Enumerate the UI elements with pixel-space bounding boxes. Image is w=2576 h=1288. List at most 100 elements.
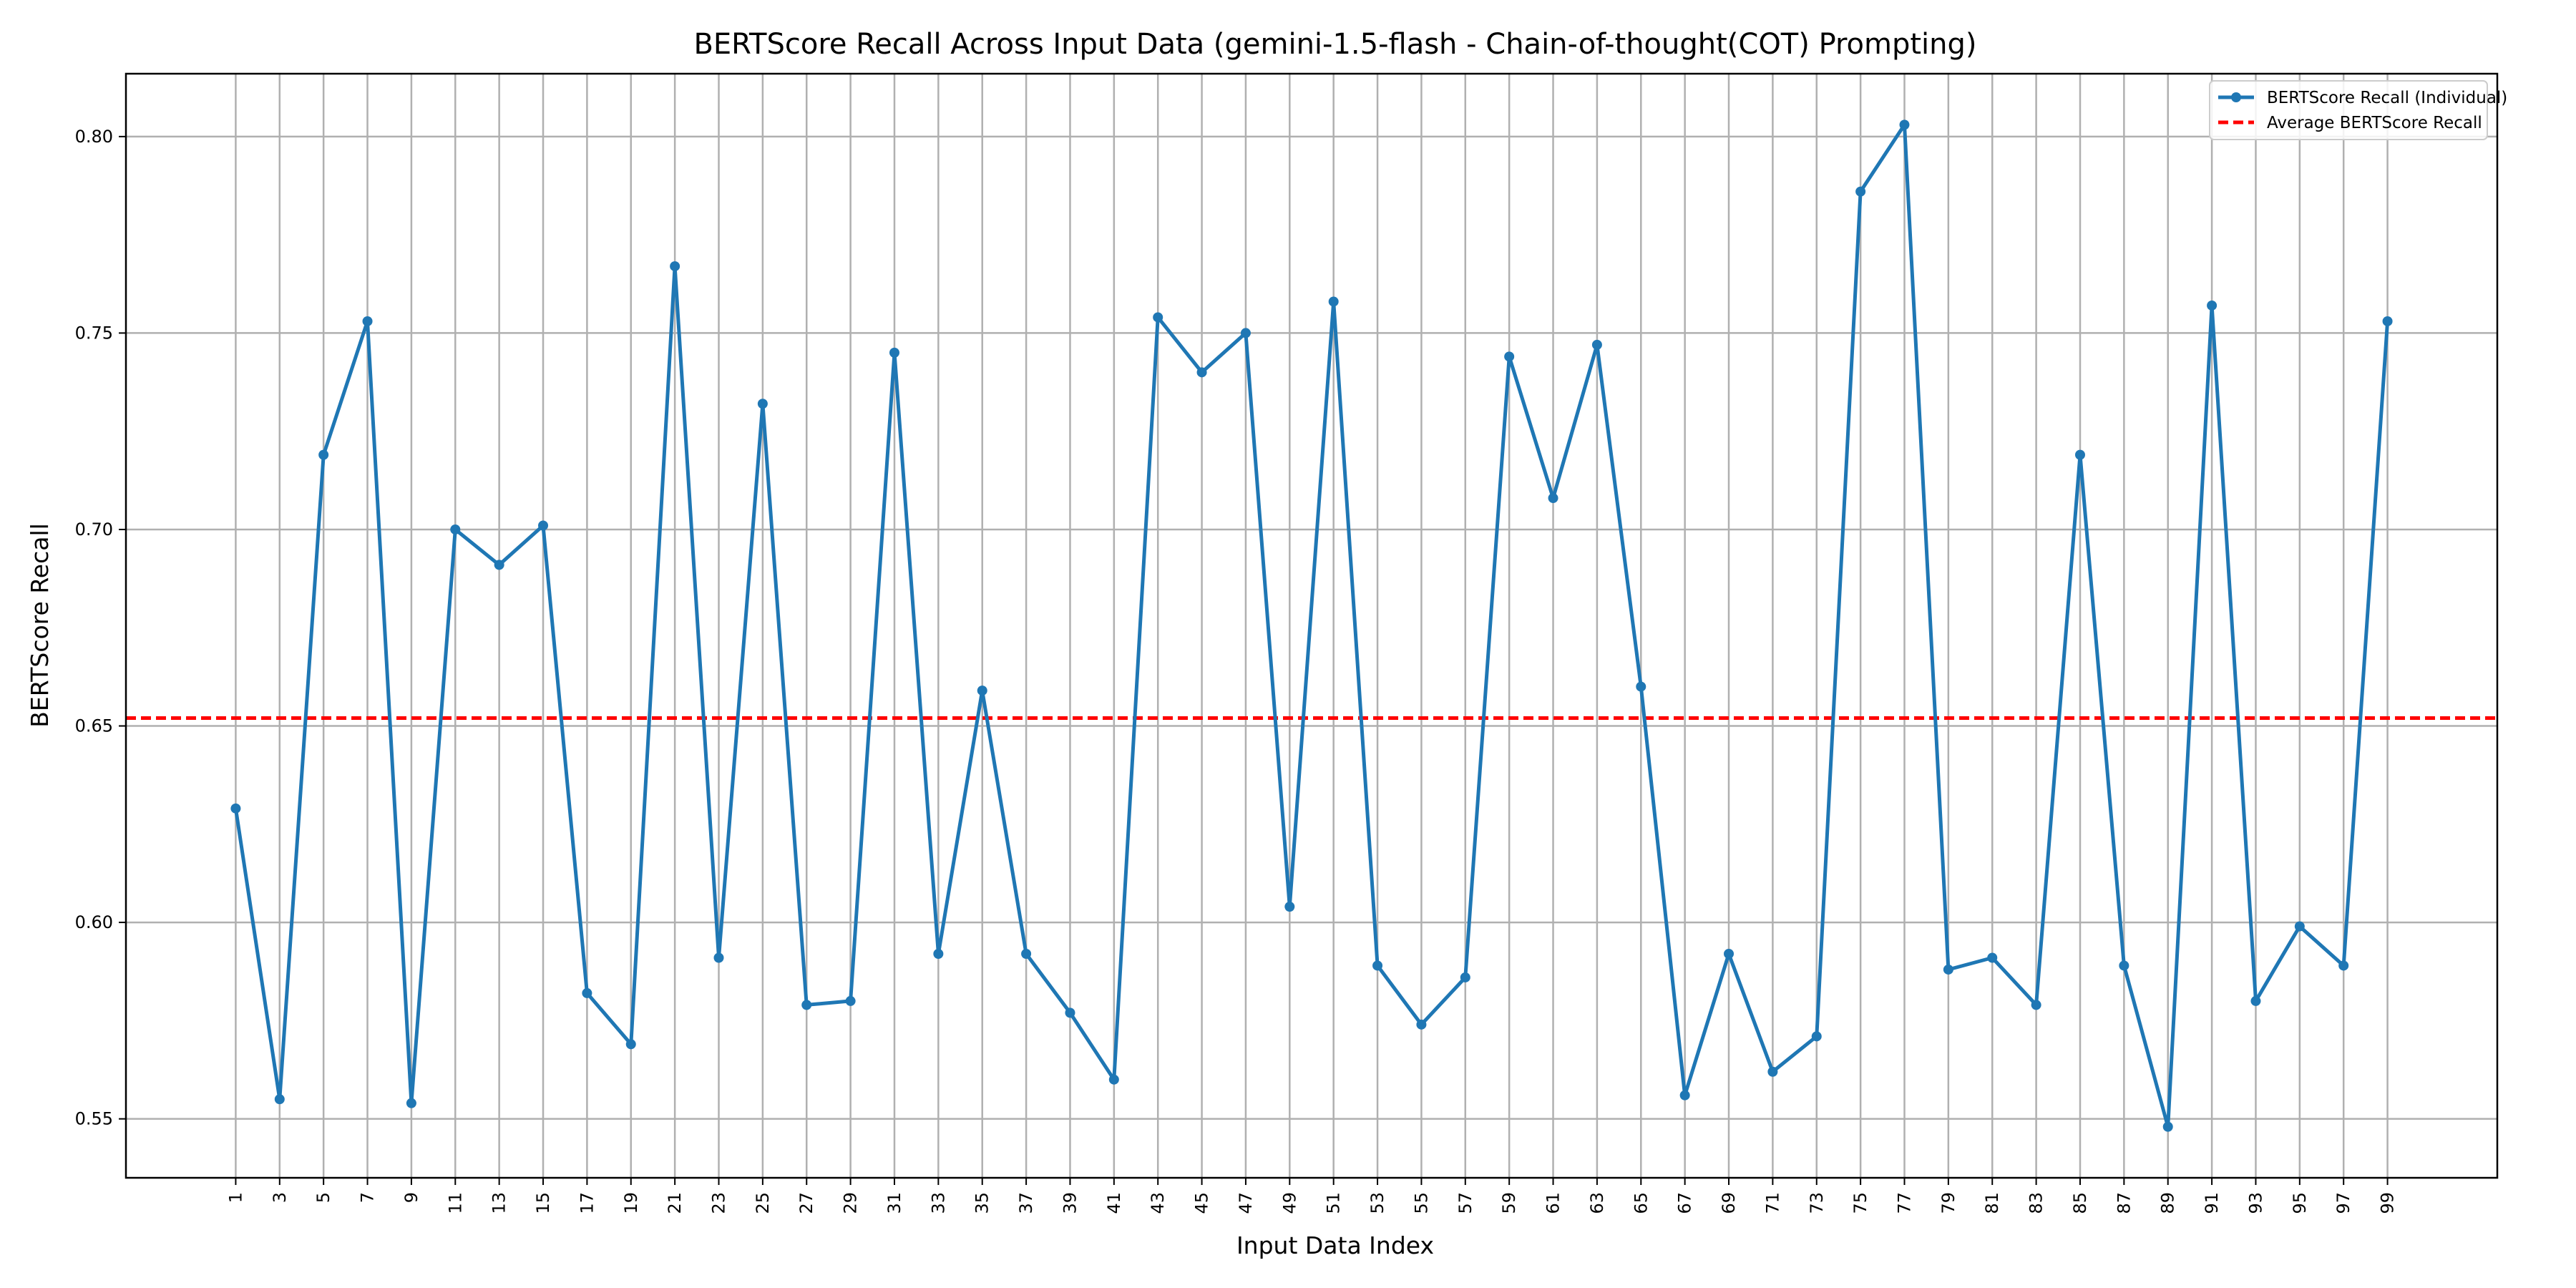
data-point bbox=[1943, 964, 1953, 975]
data-point bbox=[2207, 300, 2218, 311]
x-tick-label: 85 bbox=[2070, 1192, 2090, 1214]
data-point bbox=[1591, 339, 1602, 350]
x-tick-label: 69 bbox=[1719, 1192, 1739, 1214]
y-tick-label: 0.70 bbox=[75, 519, 113, 540]
x-tick-label: 57 bbox=[1455, 1192, 1475, 1214]
x-tick-label: 97 bbox=[2333, 1192, 2353, 1214]
x-tick-label: 7 bbox=[358, 1192, 378, 1203]
x-tick-label: 41 bbox=[1104, 1192, 1124, 1214]
x-tick-label: 77 bbox=[1895, 1192, 1915, 1214]
y-tick-label: 0.60 bbox=[75, 912, 113, 932]
data-point bbox=[494, 560, 504, 570]
data-point bbox=[1679, 1090, 1690, 1101]
x-tick-label: 33 bbox=[928, 1192, 948, 1214]
x-tick-label: 43 bbox=[1148, 1192, 1168, 1214]
x-tick-label: 91 bbox=[2202, 1192, 2222, 1214]
x-tick-label: 55 bbox=[1411, 1192, 1431, 1214]
data-point bbox=[2294, 921, 2305, 932]
y-tick-label: 0.75 bbox=[75, 323, 113, 343]
data-point bbox=[1153, 312, 1163, 323]
x-tick-label: 71 bbox=[1762, 1192, 1782, 1214]
x-tick-label: 39 bbox=[1060, 1192, 1080, 1214]
data-point bbox=[1767, 1066, 1778, 1077]
x-tick-label: 11 bbox=[445, 1192, 465, 1214]
x-tick-label: 95 bbox=[2290, 1192, 2310, 1214]
x-tick-label: 65 bbox=[1631, 1192, 1651, 1214]
chart-title: BERTScore Recall Across Input Data (gemi… bbox=[693, 28, 1976, 61]
x-tick-label: 83 bbox=[2026, 1192, 2046, 1214]
x-tick-label: 59 bbox=[1499, 1192, 1519, 1214]
x-axis-label: Input Data Index bbox=[1236, 1231, 1434, 1259]
x-tick-label: 89 bbox=[2158, 1192, 2178, 1214]
x-tick-label: 31 bbox=[884, 1192, 904, 1214]
data-point bbox=[582, 987, 592, 998]
x-tick-label: 17 bbox=[577, 1192, 597, 1214]
legend-series-marker-individual bbox=[2231, 92, 2241, 102]
data-point bbox=[1504, 351, 1515, 362]
x-tick-label: 63 bbox=[1587, 1192, 1607, 1214]
data-point bbox=[2119, 960, 2129, 971]
data-point bbox=[977, 686, 987, 696]
data-point bbox=[1987, 952, 1998, 963]
data-point bbox=[933, 949, 944, 960]
x-tick-label: 25 bbox=[753, 1192, 773, 1214]
data-point bbox=[670, 261, 680, 272]
data-point bbox=[1811, 1031, 1822, 1042]
data-point bbox=[2250, 995, 2261, 1006]
x-tick-label: 93 bbox=[2245, 1192, 2265, 1214]
x-tick-label: 15 bbox=[533, 1192, 553, 1214]
legend: BERTScore Recall (Individual) Average BE… bbox=[2209, 80, 2507, 140]
x-tick-label: 29 bbox=[841, 1192, 861, 1214]
legend-label-average: Average BERTScore Recall bbox=[2267, 114, 2482, 132]
data-point bbox=[713, 952, 724, 963]
x-tick-label: 5 bbox=[313, 1192, 333, 1203]
data-point bbox=[801, 1000, 812, 1010]
data-point bbox=[1021, 949, 1032, 960]
data-point bbox=[318, 449, 329, 460]
x-axis-ticks: 1 3 5 7 9 11 13 15 17 19 21 23 25 27 29 31 33 35 37 39 41 43 4… bbox=[225, 1178, 2398, 1214]
legend-box bbox=[2209, 80, 2488, 140]
data-point bbox=[2338, 960, 2349, 971]
data-point bbox=[1416, 1019, 1427, 1030]
data-point bbox=[2382, 316, 2393, 326]
data-point bbox=[1284, 902, 1295, 912]
y-tick-label: 0.80 bbox=[75, 127, 113, 147]
data-point bbox=[625, 1039, 636, 1050]
data-point bbox=[1548, 493, 1558, 504]
x-tick-label: 21 bbox=[665, 1192, 685, 1214]
x-tick-label: 19 bbox=[621, 1192, 641, 1214]
data-point bbox=[1855, 186, 1866, 197]
data-point bbox=[889, 347, 899, 358]
legend-label-individual: BERTScore Recall (Individual) bbox=[2267, 89, 2507, 107]
x-tick-label: 67 bbox=[1675, 1192, 1695, 1214]
data-point bbox=[274, 1094, 285, 1105]
x-tick-label: 53 bbox=[1367, 1192, 1387, 1214]
x-tick-label: 47 bbox=[1236, 1192, 1256, 1214]
x-tick-label: 13 bbox=[489, 1192, 509, 1214]
x-tick-label: 61 bbox=[1543, 1192, 1563, 1214]
x-tick-label: 23 bbox=[709, 1192, 729, 1214]
x-tick-label: 45 bbox=[1192, 1192, 1212, 1214]
y-axis-label: BERTScore Recall bbox=[26, 523, 54, 728]
data-point bbox=[1460, 972, 1470, 982]
data-point bbox=[757, 399, 768, 409]
x-tick-label: 3 bbox=[270, 1192, 290, 1203]
data-point bbox=[845, 995, 856, 1006]
data-point bbox=[406, 1098, 416, 1108]
x-tick-label: 87 bbox=[2114, 1192, 2134, 1214]
data-point bbox=[2031, 1000, 2041, 1010]
data-point bbox=[1899, 119, 1910, 130]
data-point bbox=[450, 524, 461, 535]
data-point bbox=[230, 803, 241, 814]
x-tick-label: 73 bbox=[1807, 1192, 1827, 1214]
data-point bbox=[1636, 681, 1646, 692]
y-tick-label: 0.65 bbox=[75, 716, 113, 736]
x-tick-label: 35 bbox=[972, 1192, 992, 1214]
x-tick-label: 99 bbox=[2378, 1192, 2398, 1214]
data-point bbox=[1108, 1074, 1119, 1085]
data-point bbox=[1196, 367, 1207, 378]
x-tick-label: 49 bbox=[1279, 1192, 1299, 1214]
data-point bbox=[362, 316, 373, 326]
y-tick-label: 0.55 bbox=[75, 1109, 113, 1129]
